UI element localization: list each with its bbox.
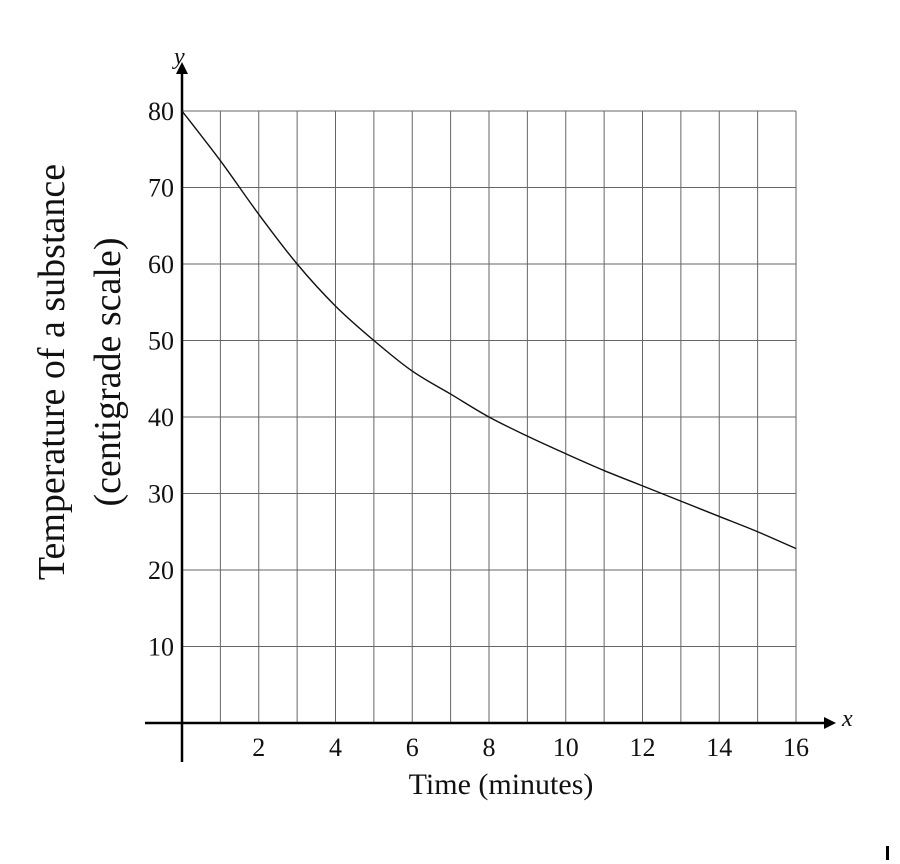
- y-tick-label: 80: [148, 97, 174, 126]
- y-tick-label: 10: [148, 633, 174, 662]
- x-axis-variable: x: [841, 706, 853, 732]
- y-tick-label: 60: [148, 250, 174, 279]
- y-tick-label: 20: [148, 556, 174, 585]
- x-axis-label: Time (minutes): [409, 768, 594, 801]
- y-axis-arrow-icon: [176, 62, 188, 74]
- temperature-curve: [181, 110, 797, 550]
- y-axis-label: Temperature of a substance (centigrade s…: [31, 164, 129, 580]
- x-tick-label: 10: [553, 733, 579, 762]
- y-tick-label: 70: [148, 174, 174, 203]
- y-tick-label: 50: [148, 327, 174, 356]
- y-tick-label: 40: [148, 403, 174, 432]
- x-tick-label: 8: [483, 733, 496, 762]
- grid: [182, 110, 797, 723]
- series: [181, 110, 797, 550]
- tick-labels: 2 4 6 8 10 12 14 16 10 20 30 40 50 60 70 80: [148, 97, 809, 762]
- x-tick-label: 2: [252, 733, 265, 762]
- y-axis-label-line-2: (centigrade scale): [87, 238, 129, 507]
- x-tick-label: 14: [706, 733, 732, 762]
- x-tick-label: 12: [630, 733, 656, 762]
- x-axis-arrow-icon: [824, 717, 836, 729]
- x-tick-label: 4: [329, 733, 342, 762]
- axes: [145, 62, 836, 762]
- y-axis-variable: y: [172, 44, 185, 70]
- y-axis-label-line-1: Temperature of a substance: [31, 164, 73, 580]
- x-tick-label: 16: [783, 733, 809, 762]
- x-tick-label: 6: [406, 733, 419, 762]
- y-tick-label: 30: [148, 480, 174, 509]
- corner-mark: [886, 846, 889, 860]
